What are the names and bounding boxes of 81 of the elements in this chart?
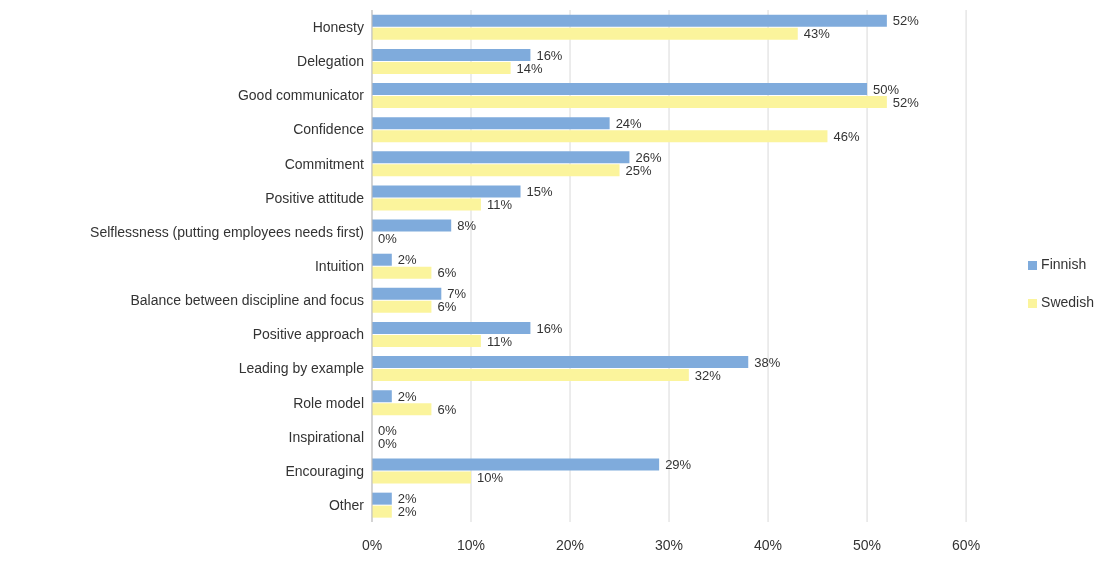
y-tick-label: Selflessness (putting employees needs first): [90, 223, 364, 240]
bar: [372, 334, 481, 347]
data-label: 2%: [397, 252, 418, 268]
y-tick-label: Balance between discipline and focus: [130, 292, 364, 309]
bar: [372, 471, 472, 484]
data-label: 32%: [694, 367, 722, 383]
data-label: 11%: [486, 333, 513, 349]
bar: [372, 185, 521, 198]
y-tick-label: Delegation: [297, 53, 364, 70]
y-tick-label: Encouraging: [285, 462, 364, 479]
data-label: 6%: [437, 401, 457, 417]
data-label: 2%: [397, 491, 418, 507]
bar: [372, 266, 432, 279]
data-label: 24%: [615, 115, 643, 131]
bar: [372, 48, 531, 61]
bar: [372, 117, 610, 130]
x-tick-label: 40%: [754, 536, 783, 553]
x-tick-label: 30%: [655, 536, 684, 553]
legend-label: Swedish: [1041, 294, 1094, 310]
bar: [372, 151, 630, 164]
bar: [372, 369, 689, 382]
y-tick-label: Honesty: [312, 19, 364, 36]
data-label: 14%: [516, 60, 544, 76]
data-label: 43%: [803, 26, 831, 42]
bar: [372, 492, 392, 505]
data-label: 29%: [665, 457, 692, 473]
data-label: 8%: [457, 218, 477, 234]
data-label: 2%: [397, 504, 418, 520]
bar: [372, 390, 392, 403]
data-label: 10%: [477, 470, 504, 486]
bar: [372, 83, 868, 96]
y-tick-label: Positive approach: [252, 326, 364, 343]
bar: [372, 14, 887, 27]
data-label: 25%: [625, 162, 652, 178]
bar: [372, 253, 392, 266]
y-tick-label: Commitment: [284, 155, 365, 172]
bar: [372, 287, 442, 300]
y-tick-label: Confidence: [293, 121, 365, 138]
y-tick-label: Role model: [293, 394, 364, 411]
bar: [372, 219, 452, 232]
data-label: 0%: [378, 231, 398, 247]
bar: [372, 321, 531, 334]
x-tick-label: 50%: [853, 536, 882, 553]
y-tick-label: Inspirational: [288, 428, 364, 445]
data-label: 52%: [892, 13, 920, 29]
bar: [372, 61, 511, 74]
y-tick-label: Leading by example: [238, 360, 365, 377]
bar: [372, 130, 828, 143]
x-tick-label: 60%: [952, 536, 981, 553]
y-tick-label: Positive attitude: [265, 189, 365, 206]
bar: [372, 198, 481, 211]
data-label: 2%: [397, 388, 418, 404]
bar: [372, 505, 392, 518]
data-label: 38%: [754, 354, 781, 370]
data-label: 50%: [873, 81, 900, 97]
bar: [372, 164, 620, 177]
bar: [372, 403, 432, 416]
x-tick-label: 10%: [457, 536, 486, 553]
data-label: 16%: [536, 47, 563, 63]
bar: [372, 356, 749, 369]
bar: [372, 27, 798, 40]
data-label: 11%: [486, 197, 513, 213]
data-label: 0%: [378, 422, 398, 438]
data-label: 26%: [635, 149, 662, 165]
data-label: 0%: [378, 435, 398, 451]
y-tick-label: Other: [328, 496, 365, 513]
data-label: 6%: [437, 299, 457, 315]
x-tick-label: 20%: [556, 536, 585, 553]
y-tick-label: Good communicator: [237, 87, 365, 104]
legend-label: Finnish: [1041, 256, 1087, 272]
data-label: 15%: [526, 184, 553, 200]
bar: [372, 96, 887, 109]
data-label: 7%: [447, 286, 467, 302]
y-tick-label: Intuition: [314, 257, 364, 274]
bar: [372, 300, 432, 313]
data-label: 16%: [536, 320, 563, 336]
data-label: 6%: [437, 265, 457, 281]
data-label: 46%: [833, 128, 860, 144]
data-label: 52%: [892, 94, 920, 110]
x-tick-label: 0%: [361, 536, 383, 553]
bar: [372, 458, 660, 471]
